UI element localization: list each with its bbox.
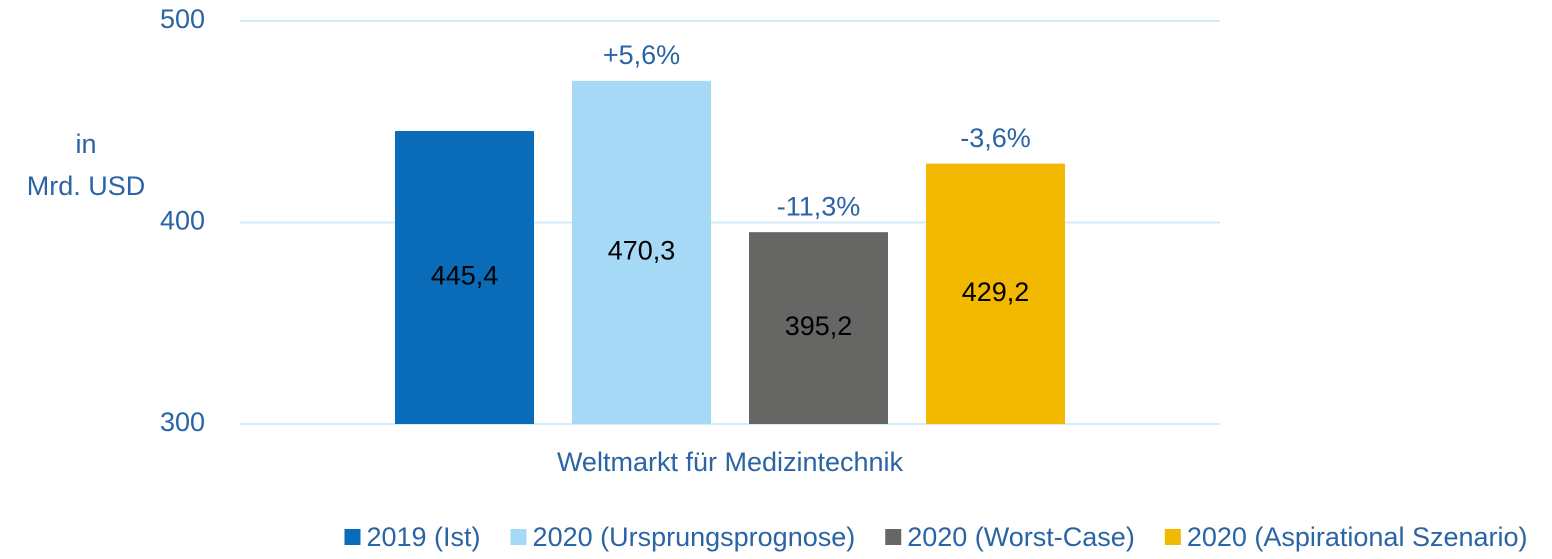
- value-label: 445,4: [431, 261, 499, 291]
- y-tick-label: 400: [160, 206, 205, 236]
- legend-label: 2019 (Ist): [366, 522, 480, 552]
- value-label: 395,2: [785, 311, 853, 341]
- legend-label: 2020 (Ursprungsprognose): [533, 522, 856, 552]
- legend-swatch: [1164, 529, 1181, 545]
- bar: [749, 232, 888, 424]
- y-axis-label: in: [75, 129, 96, 159]
- legend-label: 2020 (Worst-Case): [907, 522, 1135, 552]
- change-label: -11,3%: [777, 191, 861, 221]
- bar: [926, 163, 1065, 425]
- legend-swatch: [344, 529, 361, 545]
- bar: [395, 131, 534, 425]
- value-label: 470,3: [608, 236, 676, 266]
- legend-swatch: [510, 529, 527, 545]
- change-label: +5,6%: [603, 40, 680, 70]
- y-axis-label: Mrd. USD: [27, 171, 146, 201]
- y-tick-label: 500: [160, 4, 205, 34]
- change-label: -3,6%: [960, 123, 1031, 153]
- x-tick-label: Weltmarkt für Medizintechnik: [557, 447, 904, 477]
- legend-label: 2020 (Aspirational Szenario): [1187, 522, 1528, 552]
- legend-swatch: [885, 529, 902, 545]
- y-tick-label: 300: [160, 407, 205, 437]
- bar: [572, 80, 711, 425]
- value-label: 429,2: [962, 277, 1030, 307]
